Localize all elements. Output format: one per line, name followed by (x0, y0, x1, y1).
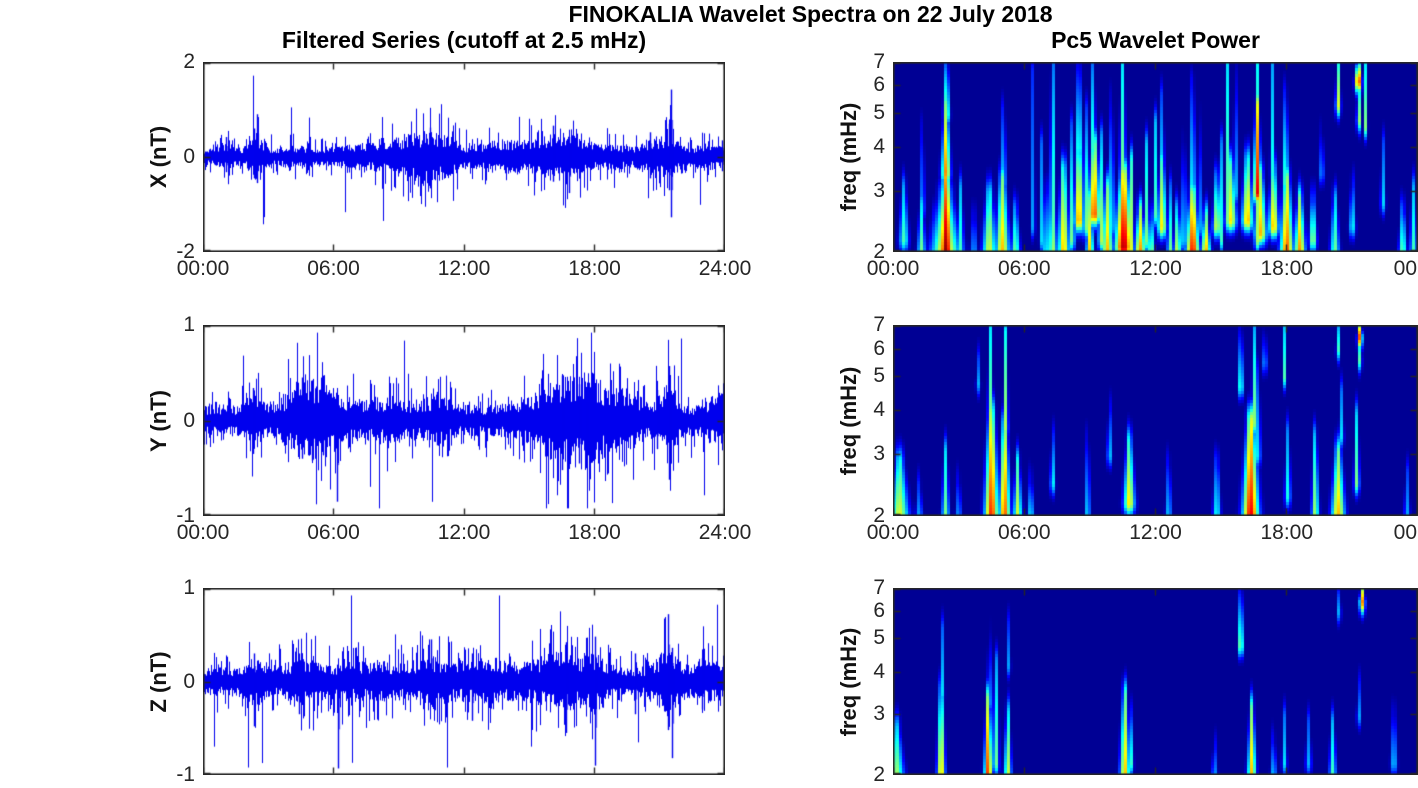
x-tick-label-left: 00:00 (176, 257, 230, 280)
y-tick-label-freq: 6 (873, 336, 885, 360)
panel-y-filtered-series (203, 325, 725, 516)
y-wavelet-heatmap (893, 325, 1418, 516)
y-tick-label-series: 0 (183, 145, 195, 168)
z-series-plot (203, 588, 725, 775)
y-tick-label-freq: 2 (873, 240, 885, 263)
x-tick-label-left: 24:00 (698, 521, 752, 544)
x-tick-label-left: 24:00 (698, 257, 752, 280)
x-series-plot (203, 62, 725, 252)
z-wavelet-ylabel: freq (mHz) (836, 627, 861, 736)
figure-suptitle: FINOKALIA Wavelet Spectra on 22 July 201… (568, 1, 1053, 27)
y-tick-label-series: 1 (183, 576, 195, 599)
x-tick-label-right: 06:00 (997, 257, 1051, 280)
y-tick-label-freq: 5 (873, 364, 885, 388)
y-tick-label-freq: 4 (873, 134, 885, 158)
y-tick-label-freq: 4 (873, 659, 885, 683)
x-tick-label-left: 06:00 (307, 257, 360, 280)
panel-z-filtered-series (203, 588, 725, 775)
panel-y-wavelet-power (893, 325, 1418, 516)
y-tick-label-freq: 5 (873, 626, 885, 650)
y-tick-label-series: 1 (183, 313, 195, 336)
z-wavelet-heatmap (893, 588, 1418, 775)
y-tick-label-series: -1 (176, 763, 195, 786)
x-tick-label-right-clipped: 00 (1393, 521, 1417, 544)
panel-x-filtered-series (203, 62, 725, 252)
y-tick-label-freq: 7 (873, 50, 885, 73)
y-tick-label-freq: 2 (873, 504, 885, 527)
y-tick-label-series: 2 (183, 50, 195, 73)
x-tick-label-left: 18:00 (568, 257, 621, 280)
x-tick-label-right: 00:00 (866, 257, 920, 280)
x-tick-label-right: 06:00 (997, 521, 1051, 544)
x-tick-label-right: 18:00 (1260, 257, 1314, 280)
y-tick-label-freq: 7 (873, 313, 885, 336)
x-tick-label-left: 12:00 (437, 257, 491, 280)
y-tick-label-freq: 4 (873, 398, 885, 422)
y-tick-label-series: -1 (176, 504, 195, 527)
right-column-title: Pc5 Wavelet Power (1051, 27, 1260, 53)
x-tick-label-left: 12:00 (437, 521, 491, 544)
panel-z-wavelet-power (893, 588, 1418, 775)
y-wavelet-ylabel: freq (mHz) (836, 366, 861, 475)
y-tick-label-series: 0 (183, 669, 195, 693)
y-series-plot (203, 325, 725, 516)
left-column-title: Filtered Series (cutoff at 2.5 mHz) (281, 27, 647, 53)
y-tick-label-series: -2 (176, 240, 195, 263)
x-tick-label-right: 18:00 (1260, 521, 1314, 544)
y-tick-label-series: 0 (183, 408, 195, 432)
y-axis-ylabel: Y (nT) (146, 389, 171, 452)
y-tick-label-freq: 2 (873, 763, 885, 786)
x-wavelet-ylabel: freq (mHz) (836, 102, 861, 212)
y-tick-label-freq: 3 (873, 178, 885, 202)
x-tick-label-left: 18:00 (568, 521, 621, 544)
y-tick-label-freq: 3 (873, 702, 885, 726)
y-tick-label-freq: 7 (873, 576, 885, 599)
y-tick-label-freq: 5 (873, 101, 885, 125)
x-tick-label-right: 12:00 (1129, 521, 1182, 544)
x-tick-label-right-clipped: 00 (1393, 257, 1417, 280)
x-tick-label-right: 12:00 (1129, 257, 1182, 280)
panel-x-wavelet-power (893, 62, 1418, 252)
y-tick-label-freq: 3 (873, 442, 885, 466)
x-tick-label-right: 00:00 (866, 521, 920, 544)
y-tick-label-freq: 6 (873, 599, 885, 622)
x-axis-ylabel: X (nT) (146, 125, 171, 189)
x-tick-label-left: 06:00 (307, 521, 360, 544)
y-tick-label-freq: 6 (873, 73, 885, 97)
z-axis-ylabel: Z (nT) (146, 650, 171, 713)
x-tick-label-left: 00:00 (176, 521, 230, 544)
x-wavelet-heatmap (893, 62, 1418, 252)
